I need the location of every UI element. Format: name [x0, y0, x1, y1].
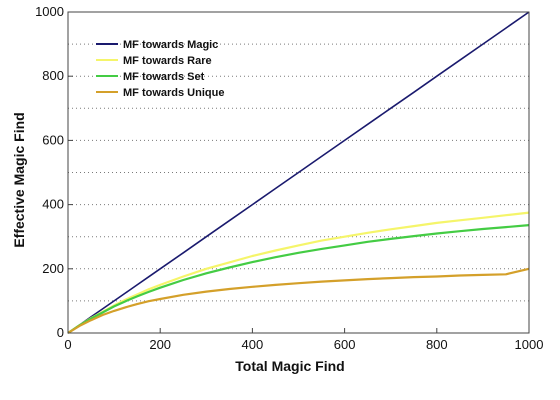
- y-axis-title: Effective Magic Find: [11, 112, 27, 247]
- x-tick-label: 400: [242, 337, 264, 352]
- y-tick-label: 800: [42, 68, 64, 83]
- legend-label-1: MF towards Magic: [123, 39, 218, 51]
- series-line-4: [67, 267, 530, 334]
- series-layer: [67, 11, 530, 334]
- grid-layer: [68, 43, 529, 302]
- plot-frame: [67, 11, 530, 334]
- x-axis-title: Total Magic Find: [235, 358, 344, 374]
- legend-label-3: MF towards Set: [123, 71, 205, 83]
- tick-layer: 0 200 400 600 800 1000 0 200 400 600 800 1000: [35, 4, 543, 352]
- x-tick-label: 0: [64, 337, 71, 352]
- x-tick-label: 800: [426, 337, 448, 352]
- y-tick-label: 400: [42, 197, 64, 212]
- y-tick-label: 1000: [35, 4, 64, 19]
- x-tick-label: 600: [334, 337, 356, 352]
- y-tick-label: 200: [42, 261, 64, 276]
- legend-label-2: MF towards Rare: [123, 55, 212, 67]
- legend-label-4: MF towards Unique: [123, 87, 224, 99]
- x-tick-label: 1000: [515, 337, 544, 352]
- x-tick-label: 200: [149, 337, 171, 352]
- y-tick-label: 600: [42, 132, 64, 147]
- series-line-1: [67, 11, 530, 334]
- y-tick-label: 0: [57, 325, 64, 340]
- legend: MF towards Magic MF towards Rare MF toward…: [96, 39, 224, 99]
- series-line-3: [67, 224, 530, 334]
